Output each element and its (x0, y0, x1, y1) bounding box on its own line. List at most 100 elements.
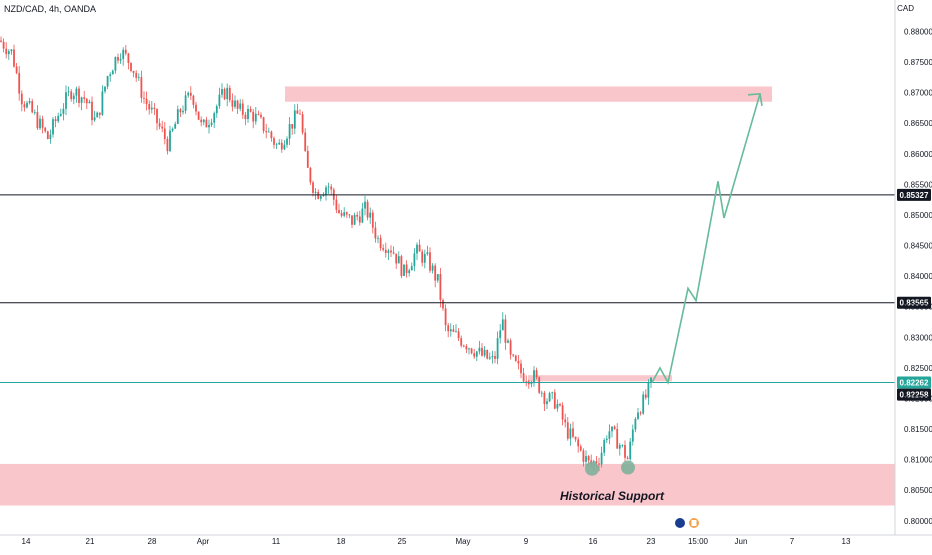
candle-body (647, 382, 650, 398)
candle-body (335, 199, 338, 210)
x-tick-label: 15:00 (688, 537, 709, 546)
candle-body (517, 360, 520, 364)
candle-body (153, 107, 156, 109)
candle-body (595, 461, 598, 464)
candle-body (387, 250, 390, 254)
candle-body (650, 377, 652, 383)
level-label: 0.83565 (900, 299, 929, 308)
candle-body (88, 101, 91, 104)
candle-body (23, 104, 26, 108)
candle-body (530, 382, 533, 385)
y-tick-label: 0.84500 (904, 242, 932, 251)
candle-body (486, 349, 489, 359)
candle-body (574, 436, 577, 440)
candle-body (301, 114, 304, 133)
candle-body (176, 109, 179, 124)
x-tick-label: 25 (398, 537, 407, 546)
candle-body (150, 107, 153, 110)
candle-body (369, 212, 372, 218)
candle-body (306, 150, 309, 168)
candle-body (200, 119, 203, 123)
candle-body (548, 393, 551, 402)
bottom-markers (585, 460, 635, 476)
candle-body (631, 429, 634, 442)
x-tick-label: 16 (589, 537, 598, 546)
bottom-marker-2 (621, 460, 635, 475)
candle-body (54, 119, 57, 122)
zones (0, 86, 895, 506)
candle-body (111, 70, 114, 75)
candle-body (265, 131, 268, 133)
candle-body (228, 87, 231, 101)
x-tick-label: 28 (148, 537, 157, 546)
level-badge (897, 296, 931, 309)
candle-body (603, 440, 606, 453)
candle-body (140, 77, 143, 98)
candle-body (124, 49, 127, 54)
candle-body (106, 76, 109, 87)
candle-body (499, 330, 502, 339)
level-label: 0.85327 (900, 191, 929, 200)
candle-body (553, 392, 556, 409)
candle-body (33, 112, 36, 113)
candle-body (28, 101, 31, 103)
candle-body (314, 191, 317, 193)
candle-body (210, 122, 213, 125)
candle-body (80, 97, 83, 103)
candle-body (189, 92, 192, 96)
candle-body (413, 253, 416, 267)
candle-body (634, 418, 637, 430)
candle-body (496, 338, 499, 359)
candle-body (410, 266, 413, 271)
y-tick-label: 0.86000 (904, 150, 932, 159)
candle-body (62, 108, 65, 115)
candle-body (119, 58, 122, 61)
candle-body (624, 444, 626, 458)
candle-body (270, 131, 273, 139)
candle-body (262, 117, 265, 132)
candle-body (618, 445, 621, 449)
candle-body (36, 112, 39, 129)
candle-body (49, 134, 52, 139)
projection-arrow (651, 92, 763, 385)
candle-body (491, 356, 494, 358)
candle-body (356, 214, 359, 217)
candle-body (275, 144, 278, 146)
candle-body (39, 118, 41, 129)
candle-body (462, 345, 465, 347)
candle-body (436, 274, 439, 281)
x-tick-label: 11 (272, 537, 281, 546)
candle-body (538, 377, 541, 393)
candle-body (65, 92, 67, 109)
level-badge (897, 376, 931, 389)
candle-body (239, 103, 242, 109)
candle-body (236, 100, 239, 109)
candle-body (161, 126, 164, 129)
candle-body (213, 113, 216, 123)
candle-body (644, 394, 647, 398)
price-axis: 0.88000 0.87500 0.87000 0.86500 0.86000 0.855… (894, 0, 932, 535)
candle-body (587, 456, 590, 461)
y-tick-label: 0.84000 (904, 272, 932, 281)
candle-body (296, 110, 299, 114)
candle-body (353, 214, 356, 225)
candle-body (104, 86, 106, 92)
candle-body (59, 114, 62, 116)
candle-body (377, 237, 379, 239)
candle-body (639, 412, 642, 414)
y-tick-label: 0.82500 (904, 364, 932, 373)
candle-body (2, 41, 5, 49)
y-tick-label: 0.80500 (904, 486, 932, 495)
candle-body (5, 48, 8, 55)
candle-body (192, 95, 195, 105)
candle-body (444, 308, 447, 326)
candle-body (10, 49, 13, 52)
candle-body (452, 329, 455, 332)
candle-body (93, 117, 96, 121)
candle-body (426, 252, 429, 254)
candle-body (543, 392, 546, 405)
candle-body (494, 356, 496, 359)
candle-body (379, 237, 382, 249)
